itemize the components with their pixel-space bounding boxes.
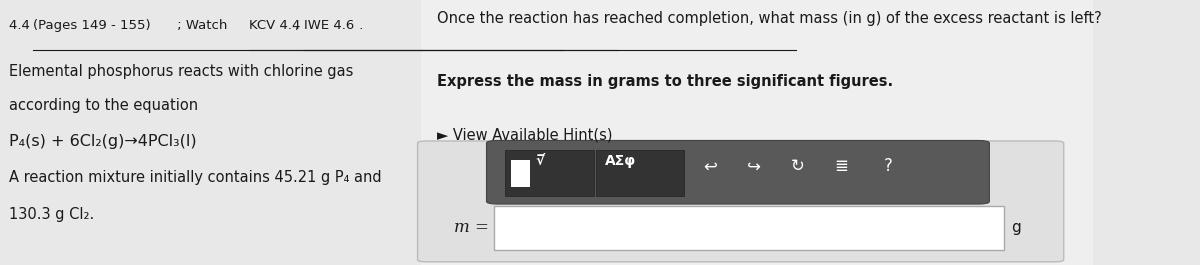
Text: AΣφ: AΣφ xyxy=(605,154,636,168)
Text: A reaction mixture initially contains 45.21 g P₄ and: A reaction mixture initially contains 45… xyxy=(8,170,382,185)
Text: Elemental phosphorus reacts with chlorine gas: Elemental phosphorus reacts with chlorin… xyxy=(8,64,353,79)
FancyBboxPatch shape xyxy=(596,150,684,196)
FancyBboxPatch shape xyxy=(0,0,421,265)
Text: ↪: ↪ xyxy=(746,157,761,175)
Text: according to the equation: according to the equation xyxy=(8,98,198,113)
FancyBboxPatch shape xyxy=(494,206,1003,250)
Text: ↻: ↻ xyxy=(791,157,804,175)
Text: Express the mass in grams to three significant figures.: Express the mass in grams to three signi… xyxy=(437,74,894,89)
Text: ≣: ≣ xyxy=(834,157,848,175)
Text: ,: , xyxy=(295,19,304,32)
Text: √̅: √̅ xyxy=(535,154,545,168)
Text: ; Watch: ; Watch xyxy=(173,19,232,32)
Text: Once the reaction has reached completion, what mass (in g) of the excess reactan: Once the reaction has reached completion… xyxy=(437,11,1102,26)
Text: 130.3 g Cl₂.: 130.3 g Cl₂. xyxy=(8,207,94,222)
FancyBboxPatch shape xyxy=(505,150,594,196)
Text: ► View Available Hint(s): ► View Available Hint(s) xyxy=(437,127,613,142)
FancyBboxPatch shape xyxy=(486,140,989,204)
Text: m =: m = xyxy=(454,219,488,236)
Text: 4.4: 4.4 xyxy=(8,19,34,32)
Text: ?: ? xyxy=(883,157,893,175)
Text: KCV 4.4: KCV 4.4 xyxy=(250,19,301,32)
Text: P₄(s) + 6Cl₂(g)→4PCl₃(l): P₄(s) + 6Cl₂(g)→4PCl₃(l) xyxy=(8,134,197,149)
Text: (Pages 149 - 155): (Pages 149 - 155) xyxy=(32,19,150,32)
FancyBboxPatch shape xyxy=(418,141,1063,262)
FancyBboxPatch shape xyxy=(421,0,1093,265)
Text: g: g xyxy=(1012,220,1021,235)
Text: IWE 4.6: IWE 4.6 xyxy=(304,19,354,32)
Text: ↩: ↩ xyxy=(703,157,716,175)
Text: .: . xyxy=(355,19,364,32)
FancyBboxPatch shape xyxy=(510,160,530,187)
